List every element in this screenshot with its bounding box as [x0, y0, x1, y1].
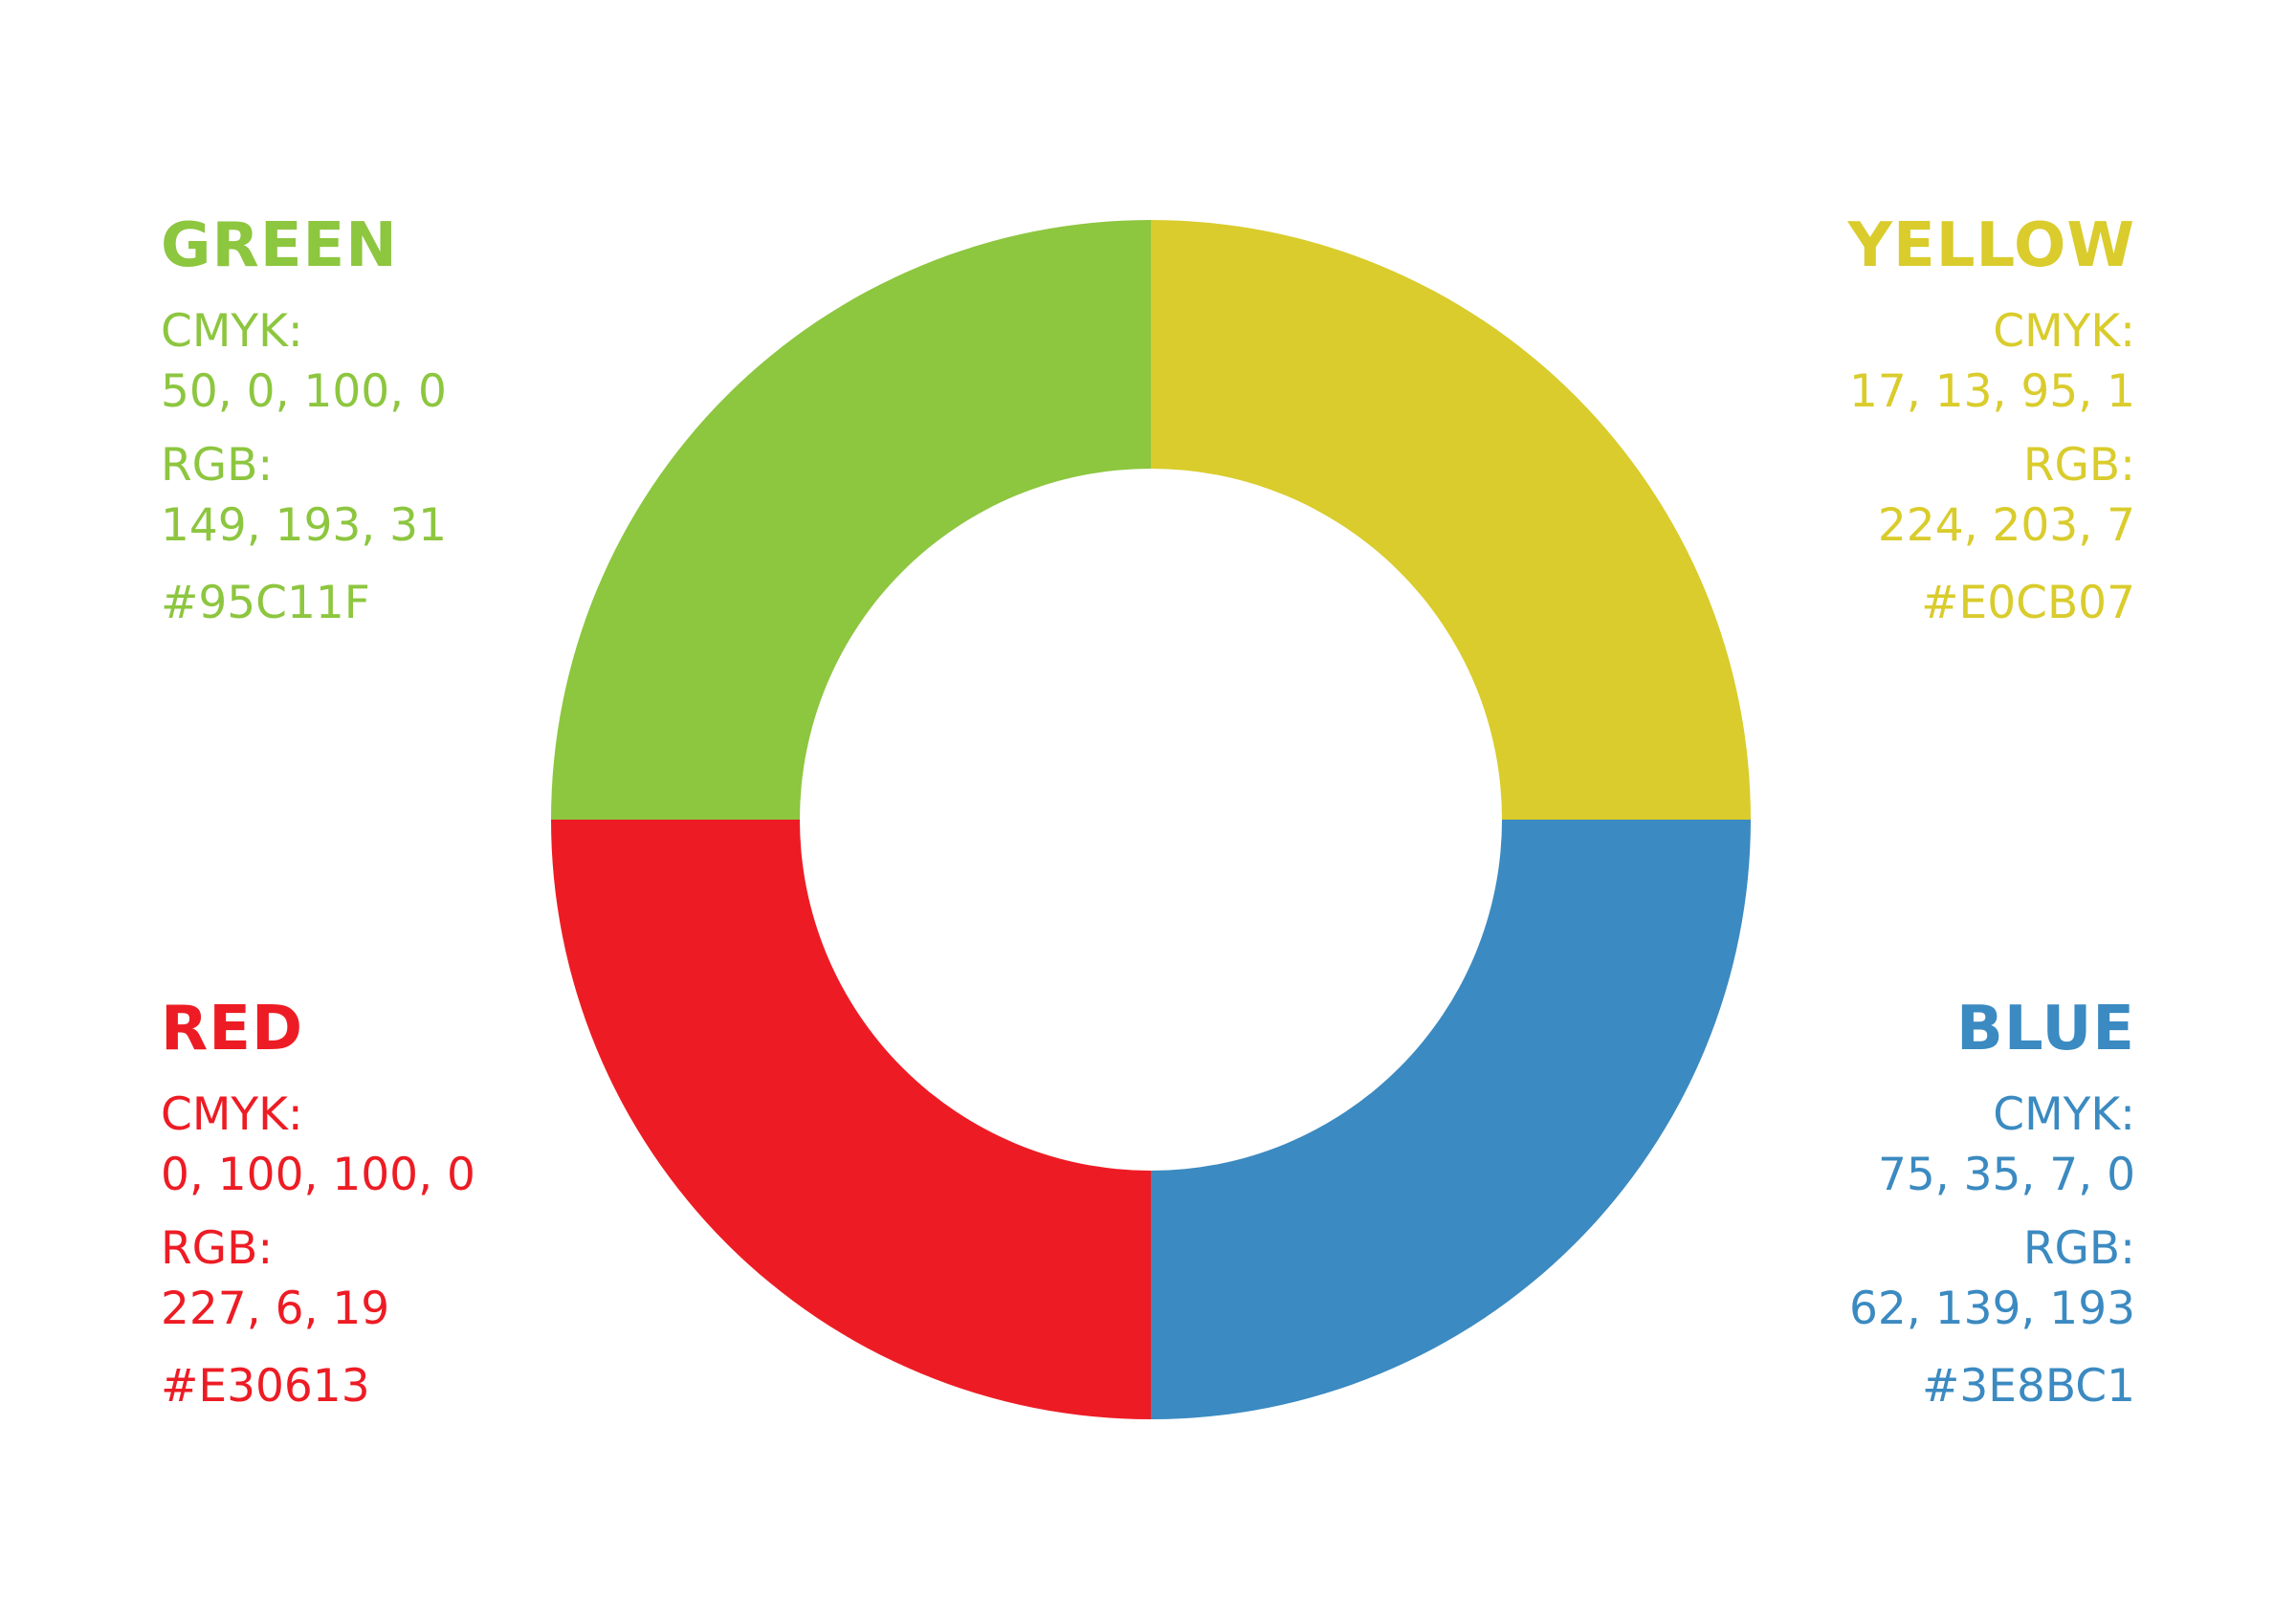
swatch-name: RED	[161, 994, 304, 1064]
cmyk-label: CMYK:	[1993, 305, 2135, 358]
rgb-value: 149, 193, 31	[161, 499, 447, 552]
rgb-label: RGB:	[2022, 439, 2135, 492]
swatch-name: YELLOW	[1847, 210, 2135, 281]
swatch-info-blue: BLUE CMYK: 75, 35, 7, 0 RGB: 62, 139, 19…	[1600, 993, 2135, 1416]
cmyk-label: CMYK:	[161, 1088, 303, 1141]
rgb-value: 227, 6, 19	[161, 1283, 390, 1335]
cmyk-value: 17, 13, 95, 1	[1849, 365, 2135, 418]
cmyk-value: 0, 100, 100, 0	[161, 1149, 475, 1201]
ring-segment-red	[551, 820, 1151, 1419]
rgb-label: RGB:	[161, 439, 274, 492]
hex-value: #3E8BC1	[1921, 1360, 2135, 1413]
hex-value: #95C11F	[161, 577, 370, 629]
cmyk-label: CMYK:	[161, 305, 303, 358]
swatch-name: BLUE	[1956, 994, 2135, 1064]
ring-segment-blue	[1151, 820, 1751, 1419]
ring-segment-yellow	[1151, 220, 1751, 820]
swatch-info-green: GREEN CMYK: 50, 0, 100, 0 RGB: 149, 193,…	[161, 209, 696, 633]
rgb-label: RGB:	[161, 1222, 274, 1275]
swatch-name: GREEN	[161, 210, 398, 281]
swatch-info-red: RED CMYK: 0, 100, 100, 0 RGB: 227, 6, 19…	[161, 993, 696, 1416]
swatch-info-yellow: YELLOW CMYK: 17, 13, 95, 1 RGB: 224, 203…	[1600, 209, 2135, 633]
rgb-value: 224, 203, 7	[1877, 499, 2135, 552]
hex-value: #E0CB07	[1921, 577, 2135, 629]
cmyk-value: 75, 35, 7, 0	[1877, 1149, 2135, 1201]
cmyk-label: CMYK:	[1993, 1088, 2135, 1141]
rgb-label: RGB:	[2022, 1222, 2135, 1275]
cmyk-value: 50, 0, 100, 0	[161, 365, 447, 418]
hex-value: #E30613	[161, 1360, 370, 1413]
rgb-value: 62, 139, 193	[1849, 1283, 2135, 1335]
ring-segment-green	[551, 220, 1151, 820]
